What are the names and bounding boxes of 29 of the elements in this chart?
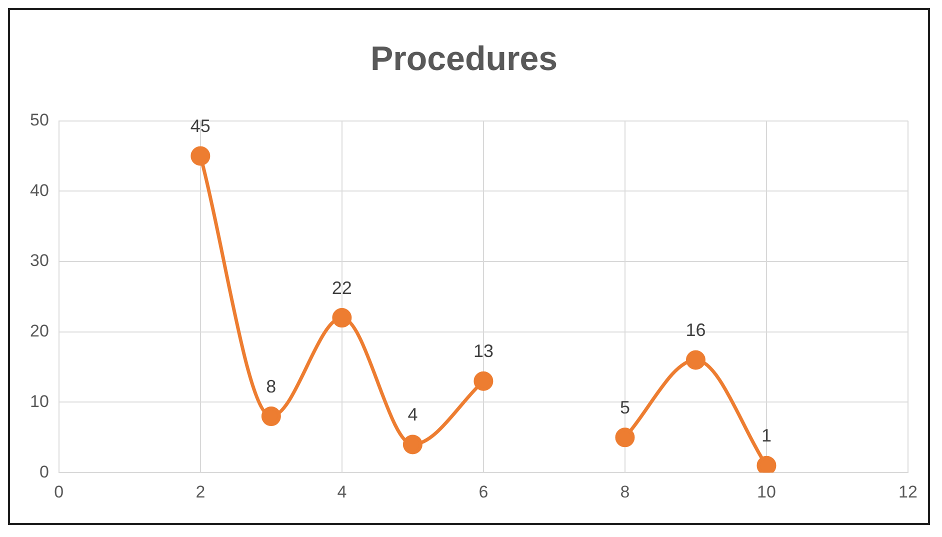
- data-label: 5: [620, 397, 630, 418]
- x-tick-label: 12: [898, 482, 918, 502]
- data-label: 1: [761, 426, 772, 446]
- y-tick-label: 10: [30, 392, 49, 411]
- data-label: 8: [266, 376, 276, 396]
- chart-title: Procedures: [370, 40, 558, 78]
- data-label: 45: [190, 116, 210, 136]
- y-tick-label: 20: [30, 322, 49, 341]
- point: [474, 371, 494, 391]
- point: [686, 350, 706, 370]
- x-tick-label: 0: [54, 482, 64, 502]
- y-tick-label: 50: [30, 110, 49, 130]
- x-tick-label: 10: [757, 482, 776, 502]
- point: [332, 308, 352, 328]
- x-tick-label: 8: [620, 482, 630, 502]
- x-tick-label: 2: [196, 482, 206, 502]
- data-label: 16: [686, 320, 706, 340]
- y-tick-label: 40: [30, 180, 49, 200]
- point: [402, 434, 422, 454]
- data-label: 13: [473, 341, 494, 362]
- x-tick-label: 4: [337, 482, 347, 502]
- data-label: 22: [332, 278, 352, 298]
- point: [261, 406, 281, 426]
- x-tick-label: 6: [478, 482, 488, 502]
- y-tick-label: 0: [39, 462, 49, 482]
- y-tick-label: 30: [30, 251, 49, 270]
- point: [190, 146, 210, 166]
- point: [615, 428, 635, 448]
- data-label: 4: [408, 404, 418, 424]
